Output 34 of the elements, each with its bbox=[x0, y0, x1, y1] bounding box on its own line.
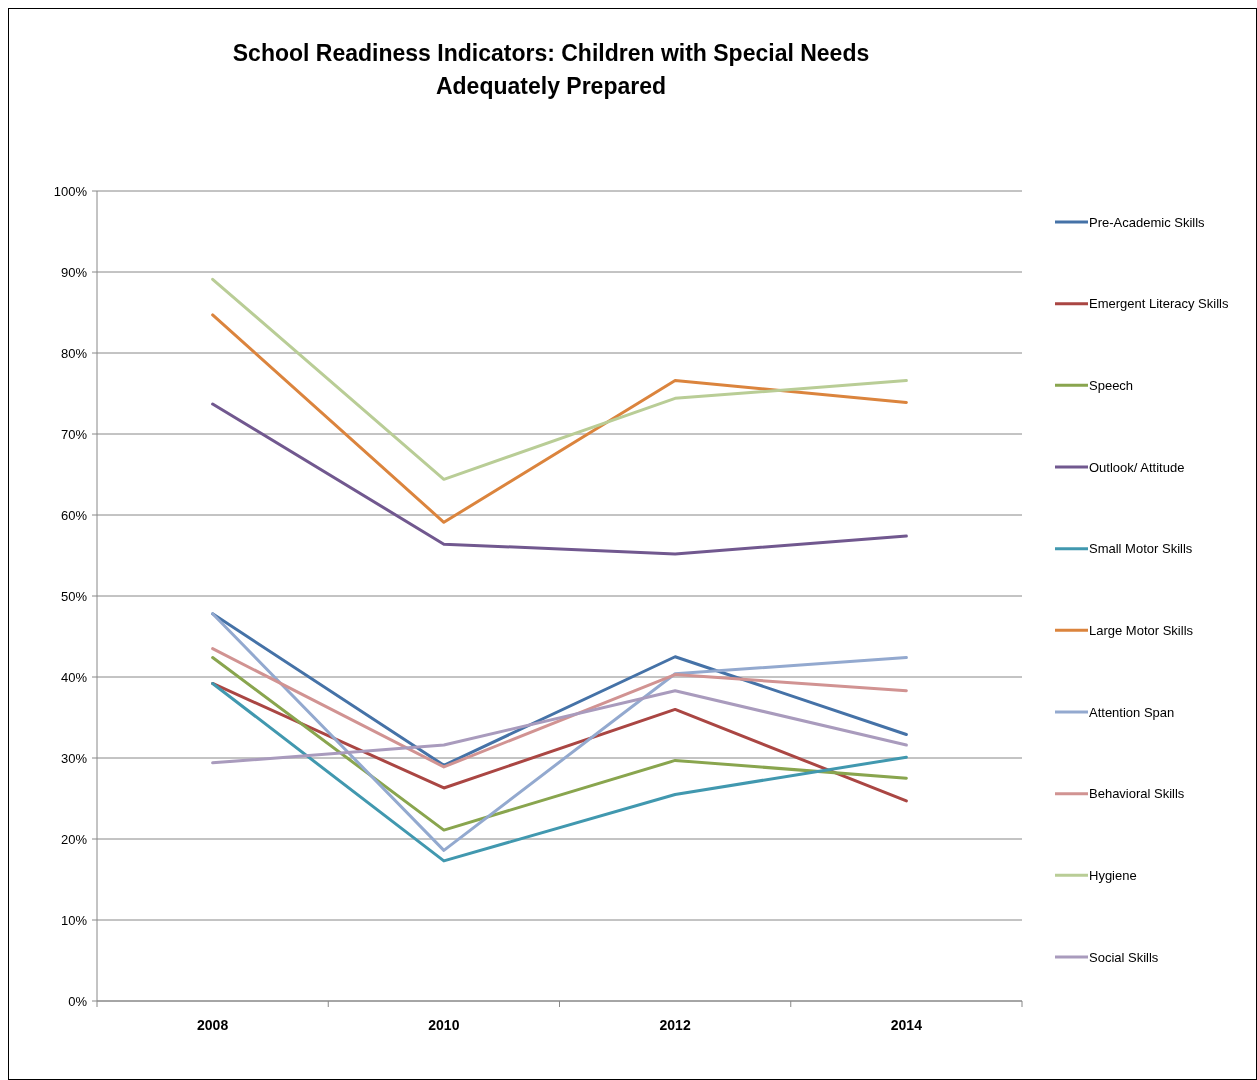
y-tick-label: 90% bbox=[60, 264, 88, 280]
y-tick-label: 100% bbox=[53, 183, 88, 199]
legend-label: Social Skills bbox=[1089, 949, 1159, 965]
line-series bbox=[211, 313, 908, 524]
y-tick-label: 20% bbox=[60, 831, 88, 847]
legend-label: Large Motor Skills bbox=[1089, 622, 1194, 638]
y-tick-label: 10% bbox=[60, 912, 88, 928]
legend-label: Hygiene bbox=[1089, 867, 1137, 883]
chart-title: School Readiness Indicators: Children with Special Needs Adequately Prepared bbox=[232, 40, 870, 99]
line-series bbox=[211, 656, 908, 832]
y-tick-label: 50% bbox=[60, 588, 88, 604]
x-tick-label: 2010 bbox=[428, 1017, 460, 1033]
x-tick-label: 2008 bbox=[197, 1017, 229, 1033]
y-tick-label: 30% bbox=[60, 750, 88, 766]
line-series bbox=[211, 647, 908, 769]
legend-label: Outlook/ Attitude bbox=[1089, 459, 1185, 475]
legend-label: Behavioral Skills bbox=[1089, 786, 1185, 802]
y-tick-label: 80% bbox=[60, 345, 88, 361]
x-tick-label: 2012 bbox=[659, 1017, 691, 1033]
legend-label: Small Motor Skills bbox=[1089, 541, 1193, 557]
line-series bbox=[211, 612, 908, 852]
x-tick-label: 2014 bbox=[890, 1017, 923, 1033]
legend-label: Emergent Literacy Skills bbox=[1089, 296, 1229, 312]
line-series bbox=[211, 277, 908, 481]
y-tick-label: 0% bbox=[68, 993, 88, 1009]
legend-label: Pre-Academic Skills bbox=[1089, 214, 1206, 230]
line-series bbox=[211, 402, 908, 556]
legend-label: Attention Span bbox=[1089, 704, 1175, 720]
legend-label: Speech bbox=[1089, 377, 1134, 393]
y-tick-label: 60% bbox=[60, 507, 88, 523]
y-tick-label: 70% bbox=[60, 426, 88, 442]
line-series bbox=[211, 681, 908, 863]
y-tick-label: 40% bbox=[60, 669, 88, 685]
line-series bbox=[211, 612, 908, 767]
